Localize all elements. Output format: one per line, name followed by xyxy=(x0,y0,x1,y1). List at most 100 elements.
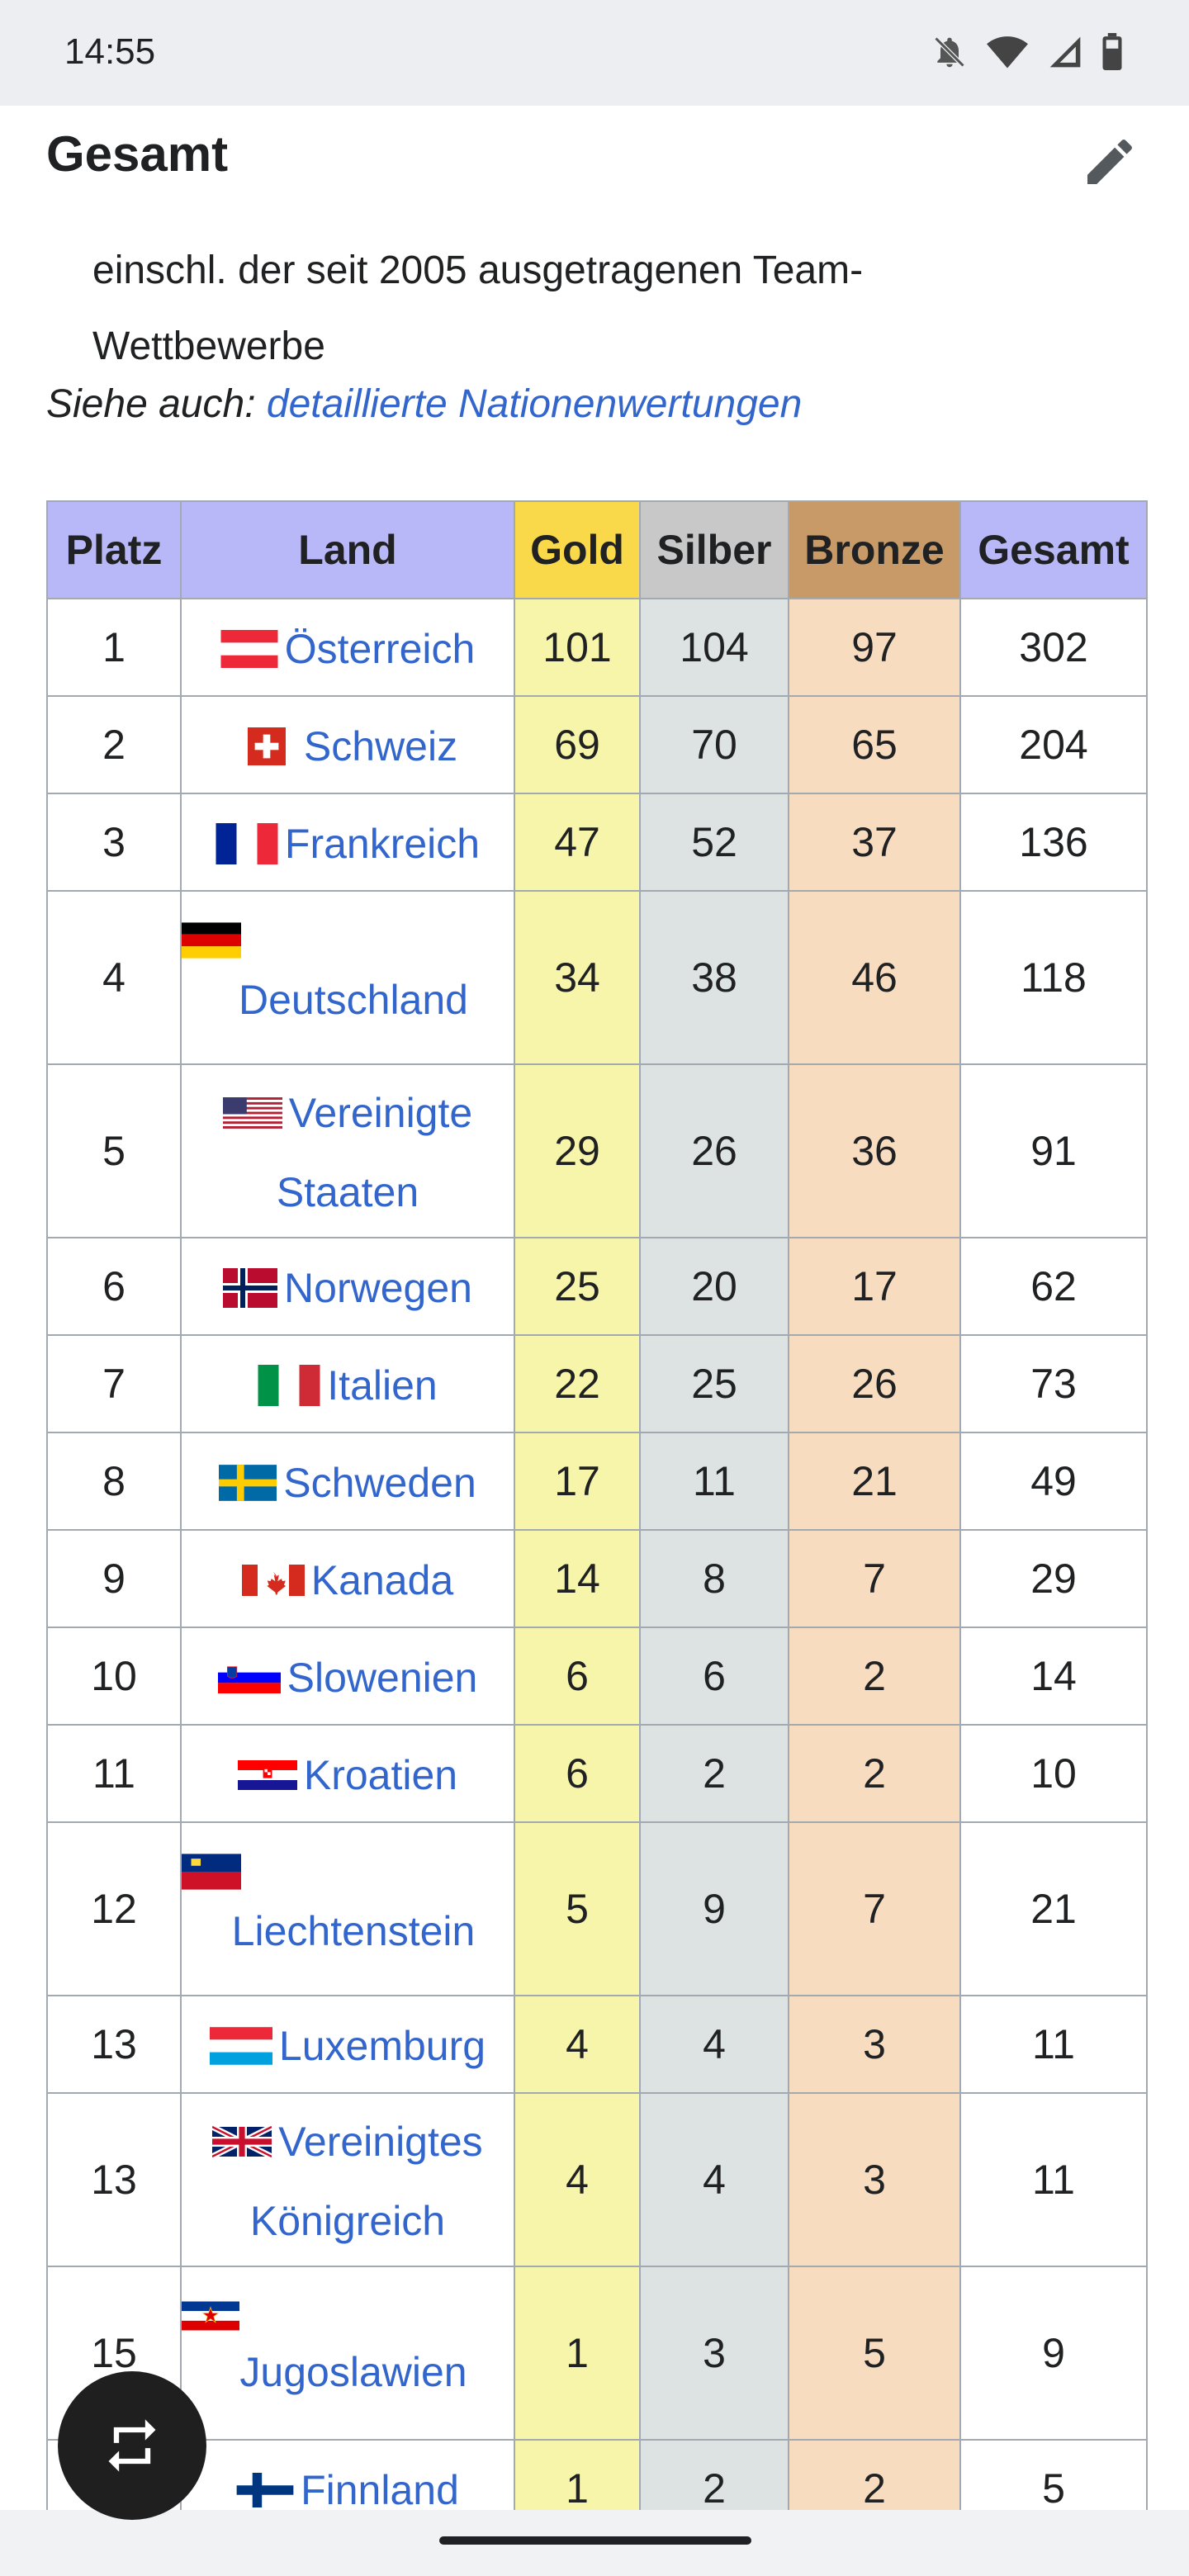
status-icons xyxy=(931,33,1123,71)
cell-platz: 11 xyxy=(46,1724,182,1823)
germany-flag-icon xyxy=(182,922,241,959)
header-land[interactable]: Land xyxy=(180,500,515,599)
cell-gold: 101 xyxy=(514,598,641,697)
cell-bronze: 17 xyxy=(788,1237,961,1336)
cell-bronze: 7 xyxy=(788,1821,961,1996)
cell-gesamt: 73 xyxy=(959,1334,1148,1433)
table-row: 12 Liechtenstein 5 9 7 21 xyxy=(46,1821,1148,1996)
bell-off-icon xyxy=(934,36,965,68)
cell-platz: 1 xyxy=(46,598,182,697)
see-also-label: Siehe auch: xyxy=(46,382,256,426)
cell-silber: 38 xyxy=(639,890,789,1065)
cell-platz: 3 xyxy=(46,793,182,892)
table-row: 9 Kanada 14 8 7 29 xyxy=(46,1529,1148,1628)
country-link[interactable]: Deutschland xyxy=(239,976,468,1023)
cell-platz: 12 xyxy=(46,1821,182,1996)
cell-platz: 10 xyxy=(46,1627,182,1726)
cell-silber: 52 xyxy=(639,793,789,892)
country-link[interactable]: Vereinigte Staaten xyxy=(276,1090,473,1215)
country-link[interactable]: Finnland xyxy=(301,2466,459,2513)
country-link[interactable]: Schweden xyxy=(283,1459,476,1506)
cell-bronze: 3 xyxy=(788,2092,961,2267)
country-link[interactable]: Luxemburg xyxy=(278,2022,486,2069)
cell-gesamt: 302 xyxy=(959,598,1148,697)
cell-bronze: 37 xyxy=(788,793,961,892)
cell-land: Jugoslawien xyxy=(180,2266,515,2441)
country-link[interactable]: Italien xyxy=(327,1361,438,1409)
repeat-button[interactable] xyxy=(58,2371,206,2520)
table-row: 2 Schweiz 69 70 65 204 xyxy=(46,695,1148,794)
finland-flag-icon xyxy=(236,2472,294,2507)
header-gold[interactable]: Gold xyxy=(514,500,641,599)
cell-gesamt: 62 xyxy=(959,1237,1148,1336)
cell-gold: 69 xyxy=(514,695,641,794)
cell-gold: 29 xyxy=(514,1063,641,1238)
country-link[interactable]: Schweiz xyxy=(303,722,458,769)
pencil-icon[interactable] xyxy=(1080,132,1139,192)
table-row: 1 Österreich 101 104 97 302 xyxy=(46,598,1148,697)
country-link[interactable]: Vereinigtes Königreich xyxy=(249,2119,483,2244)
cell-gesamt: 49 xyxy=(959,1432,1148,1531)
country-link[interactable]: Norwegen xyxy=(284,1264,472,1311)
cell-gesamt: 91 xyxy=(959,1063,1148,1238)
cell-land: Vereinigtes Königreich xyxy=(180,2092,515,2267)
header-platz[interactable]: Platz xyxy=(46,500,182,599)
cell-gold: 6 xyxy=(514,1627,641,1726)
country-link[interactable]: Kroatien xyxy=(303,1751,458,1798)
cell-bronze: 3 xyxy=(788,1995,961,2094)
header-gesamt[interactable]: Gesamt xyxy=(959,500,1148,599)
cell-silber: 20 xyxy=(639,1237,789,1336)
country-link[interactable]: Österreich xyxy=(284,625,476,672)
cell-gold: 6 xyxy=(514,1724,641,1823)
cell-bronze: 2 xyxy=(788,1627,961,1726)
table-row: 5 Vereinigte Staaten 29 26 36 91 xyxy=(46,1063,1148,1238)
table-row: 3 Frankreich 47 52 37 136 xyxy=(46,793,1148,892)
cell-bronze: 2 xyxy=(788,1724,961,1823)
cell-bronze: 5 xyxy=(788,2266,961,2441)
france-flag-icon xyxy=(216,822,278,864)
cell-gold: 14 xyxy=(514,1529,641,1628)
see-also-link[interactable]: detaillierte Nationenwertungen xyxy=(266,382,803,426)
cell-silber: 4 xyxy=(639,1995,789,2094)
usa-flag-icon xyxy=(222,1097,282,1129)
cell-gesamt: 11 xyxy=(959,2092,1148,2267)
status-time: 14:55 xyxy=(64,31,156,72)
cell-gold: 25 xyxy=(514,1237,641,1336)
cell-silber: 4 xyxy=(639,2092,789,2267)
cell-platz: 4 xyxy=(46,890,182,1065)
cell-silber: 2 xyxy=(639,1724,789,1823)
repeat-icon xyxy=(108,2419,156,2472)
battery-icon xyxy=(1102,33,1122,70)
cell-gold: 34 xyxy=(514,890,641,1065)
country-link[interactable]: Kanada xyxy=(310,1556,454,1603)
header-bronze[interactable]: Bronze xyxy=(788,500,961,599)
cell-gesamt: 9 xyxy=(959,2266,1148,2441)
cell-silber: 9 xyxy=(639,1821,789,1996)
cell-silber: 26 xyxy=(639,1063,789,1238)
table-row: 8 Schweden 17 11 21 49 xyxy=(46,1432,1148,1531)
header-silber[interactable]: Silber xyxy=(639,500,789,599)
cell-bronze: 65 xyxy=(788,695,961,794)
cell-silber: 70 xyxy=(639,695,789,794)
cell-land: Kroatien xyxy=(180,1724,515,1823)
cell-land: Norwegen xyxy=(180,1237,515,1336)
cell-gesamt: 29 xyxy=(959,1529,1148,1628)
switzerland-flag-icon xyxy=(247,727,286,765)
cell-platz: 13 xyxy=(46,2092,182,2267)
cell-land: Schweiz xyxy=(180,695,515,794)
country-link[interactable]: Jugoslawien xyxy=(239,2348,467,2395)
table-row: 11 Kroatien 6 2 2 10 xyxy=(46,1724,1148,1823)
table-row: 7 Italien 22 25 26 73 xyxy=(46,1334,1148,1433)
cell-land: Frankreich xyxy=(180,793,515,892)
cell-land: Schweden xyxy=(180,1432,515,1531)
country-link[interactable]: Slowenien xyxy=(287,1654,478,1701)
cell-land: Vereinigte Staaten xyxy=(180,1063,515,1238)
cell-platz: 13 xyxy=(46,1995,182,2094)
cell-platz: 6 xyxy=(46,1237,182,1336)
home-indicator[interactable] xyxy=(439,2536,751,2545)
cell-bronze: 46 xyxy=(788,890,961,1065)
cell-gesamt: 11 xyxy=(959,1995,1148,2094)
country-link[interactable]: Frankreich xyxy=(284,820,481,867)
cell-platz: 2 xyxy=(46,695,182,794)
country-link[interactable]: Liechtenstein xyxy=(231,1907,476,1954)
